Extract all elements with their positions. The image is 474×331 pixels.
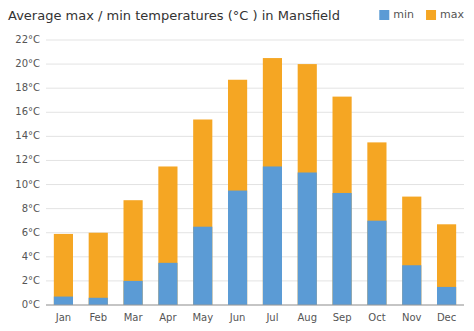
grid-line — [46, 64, 464, 65]
y-tick-label: 8°C — [22, 203, 40, 214]
y-tick-label: 0°C — [22, 299, 40, 310]
legend-label: max — [440, 8, 464, 21]
x-tick-label: May — [192, 312, 213, 323]
legend-label: min — [393, 8, 414, 21]
bar — [367, 142, 386, 305]
y-tick-label: 18°C — [15, 82, 40, 93]
bar — [54, 234, 73, 305]
x-tick-label: Nov — [402, 312, 422, 323]
bar — [193, 120, 212, 306]
y-tick-label: 12°C — [15, 154, 40, 165]
bar — [124, 281, 143, 305]
x-tick-label: Mar — [124, 312, 144, 323]
x-tick-label: Sep — [333, 312, 352, 323]
bar — [54, 297, 73, 305]
legend-swatch — [426, 10, 436, 20]
bar — [367, 221, 386, 305]
bars — [54, 58, 456, 305]
y-tick-label: 2°C — [22, 275, 40, 286]
y-axis: 0°C 2°C 4°C 6°C 8°C 10°C 12°C 14°C 16°C 18°C 20°C 2… — [15, 34, 40, 310]
bar — [124, 200, 143, 305]
title: Average max / min temperatures (°C ) in … — [8, 8, 340, 23]
bar — [158, 166, 177, 305]
bar — [437, 224, 456, 305]
chart-svg: 0°C 2°C 4°C 6°C 8°C 10°C 12°C 14°C 16°C 18°C 20°C 2… — [0, 0, 474, 331]
bar — [402, 265, 421, 305]
grid-line — [46, 232, 464, 233]
x-tick-label: Feb — [89, 312, 107, 323]
bar — [298, 173, 317, 306]
x-tick-label: Jan — [55, 312, 71, 323]
bar — [158, 263, 177, 305]
grid-line — [46, 160, 464, 161]
x-tick-label: Dec — [437, 312, 456, 323]
y-tick-label: 4°C — [22, 251, 40, 262]
bar — [228, 191, 247, 305]
grid-line — [46, 184, 464, 185]
y-tick-label: 10°C — [15, 179, 40, 190]
bar — [193, 227, 212, 305]
bar-series — [54, 166, 456, 305]
grid-line — [46, 256, 464, 257]
x-tick-label: Oct — [368, 312, 385, 323]
grid-line — [46, 280, 464, 281]
grid-line — [46, 136, 464, 137]
grid-line — [46, 40, 464, 41]
grid-line — [46, 88, 464, 89]
x-tick-label: Jul — [265, 312, 278, 323]
legend: min max — [379, 8, 464, 21]
grid-line — [46, 112, 464, 113]
y-tick-label: 6°C — [22, 227, 40, 238]
bar — [437, 287, 456, 305]
bar — [89, 298, 108, 305]
bar — [263, 58, 282, 305]
bar — [333, 97, 352, 305]
chart-container: 0°C 2°C 4°C 6°C 8°C 10°C 12°C 14°C 16°C 18°C 20°C 2… — [0, 0, 474, 331]
x-axis: Jan Feb Mar Apr May Jun Jul Aug Sep Oct Nov Dec — [55, 312, 457, 323]
grid — [46, 40, 464, 305]
y-tick-label: 20°C — [15, 58, 40, 69]
bar — [263, 166, 282, 305]
y-tick-label: 16°C — [15, 106, 40, 117]
bar-series — [54, 58, 456, 305]
x-tick-label: Aug — [297, 312, 317, 323]
bar — [89, 233, 108, 305]
x-axis-line — [46, 305, 464, 306]
bar — [333, 193, 352, 305]
grid-line — [46, 208, 464, 209]
y-tick-label: 22°C — [15, 34, 40, 45]
x-tick-label: Jun — [229, 312, 246, 323]
legend-swatch — [379, 10, 389, 20]
bar — [228, 80, 247, 305]
bar — [402, 197, 421, 305]
y-tick-label: 14°C — [15, 130, 40, 141]
x-tick-label: Apr — [159, 312, 177, 323]
grid-line — [46, 305, 464, 306]
bar — [298, 64, 317, 305]
legend-item: max — [426, 8, 464, 21]
legend-item: min — [379, 8, 414, 21]
